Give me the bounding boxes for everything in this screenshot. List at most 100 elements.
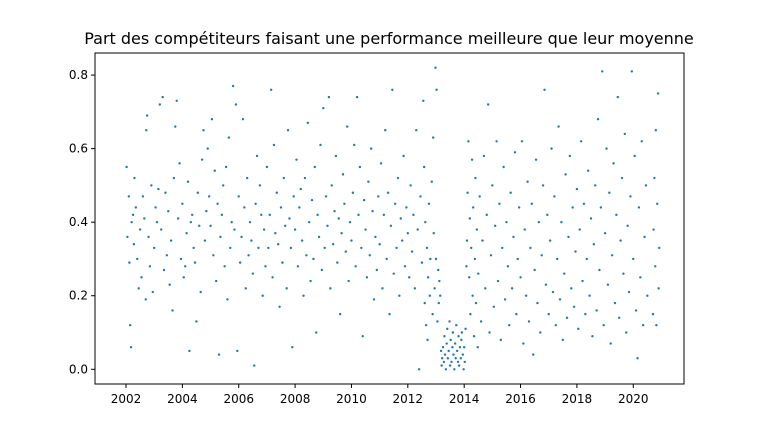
data-point xyxy=(316,213,319,217)
data-point xyxy=(395,246,398,250)
data-point xyxy=(471,294,474,297)
data-point xyxy=(578,228,581,231)
data-point xyxy=(454,357,457,360)
data-point xyxy=(141,195,145,198)
data-point xyxy=(295,158,298,161)
data-point xyxy=(206,147,209,150)
data-point xyxy=(440,364,443,367)
data-point xyxy=(167,209,170,213)
data-point xyxy=(470,158,474,161)
data-point xyxy=(378,243,381,246)
x-tick-label: 2002 xyxy=(111,392,142,406)
data-point xyxy=(657,287,660,290)
data-point xyxy=(313,165,317,169)
data-point xyxy=(186,180,190,183)
data-point xyxy=(347,279,350,283)
data-point xyxy=(320,268,324,272)
data-point xyxy=(323,246,326,250)
data-point xyxy=(258,184,262,187)
data-point xyxy=(602,323,605,327)
data-point xyxy=(222,184,225,187)
data-point xyxy=(629,195,632,198)
data-point xyxy=(346,125,349,128)
y-tick-label: 0.6 xyxy=(69,142,88,156)
data-point xyxy=(386,191,390,194)
data-point xyxy=(526,180,529,183)
x-tick-label: 2020 xyxy=(618,392,649,406)
data-point xyxy=(543,88,546,91)
data-point xyxy=(598,268,601,272)
data-point xyxy=(516,257,519,261)
data-point xyxy=(296,265,300,268)
data-point xyxy=(233,228,236,231)
data-point xyxy=(377,195,380,198)
data-point xyxy=(260,213,263,217)
data-point xyxy=(571,206,574,209)
data-point xyxy=(237,195,240,198)
data-point xyxy=(244,287,247,290)
data-point xyxy=(424,323,428,327)
data-point xyxy=(484,287,487,290)
data-point xyxy=(448,364,452,367)
data-point xyxy=(213,169,216,172)
data-point xyxy=(574,250,577,253)
data-point xyxy=(503,298,507,301)
data-point xyxy=(315,331,318,334)
data-point xyxy=(272,143,276,147)
data-point xyxy=(455,323,458,327)
data-point xyxy=(388,312,391,316)
data-point xyxy=(285,287,288,290)
data-point xyxy=(433,287,436,290)
data-point xyxy=(181,202,184,205)
data-point xyxy=(327,95,331,99)
data-point xyxy=(603,232,607,235)
data-point xyxy=(199,290,202,294)
data-point xyxy=(462,368,465,371)
data-point xyxy=(408,276,411,279)
data-point xyxy=(445,342,448,345)
data-point xyxy=(577,327,580,331)
chart-title: Part des compétiteurs faisant une perfor… xyxy=(84,29,694,48)
data-point xyxy=(164,191,167,194)
data-point xyxy=(465,239,469,242)
data-point xyxy=(441,357,444,360)
data-point xyxy=(582,202,586,205)
data-point xyxy=(229,246,232,250)
data-point xyxy=(169,239,173,242)
data-point xyxy=(202,129,205,132)
data-point xyxy=(174,125,177,128)
plot-frame xyxy=(94,52,685,385)
data-point xyxy=(279,206,283,209)
data-point xyxy=(616,95,619,99)
data-point xyxy=(245,176,249,180)
data-point xyxy=(596,118,600,121)
data-point xyxy=(438,279,441,283)
data-point xyxy=(130,220,133,224)
data-point xyxy=(145,129,148,132)
data-point xyxy=(415,129,418,132)
data-point xyxy=(640,140,643,143)
data-point xyxy=(340,232,343,235)
data-point xyxy=(464,327,467,331)
data-point xyxy=(563,272,566,275)
data-point xyxy=(176,217,180,220)
data-point xyxy=(134,206,138,209)
data-point xyxy=(223,265,226,268)
data-point xyxy=(626,224,629,228)
data-point xyxy=(510,287,514,290)
data-point xyxy=(306,121,309,125)
data-point xyxy=(354,265,357,268)
data-point xyxy=(609,342,612,345)
data-point xyxy=(620,176,624,180)
data-point xyxy=(247,254,250,257)
data-point xyxy=(612,162,615,165)
data-point xyxy=(148,265,152,268)
data-point xyxy=(375,268,379,272)
data-point xyxy=(520,140,524,143)
data-point xyxy=(426,338,429,342)
data-point xyxy=(227,136,231,139)
data-point xyxy=(513,151,517,154)
data-point xyxy=(250,239,253,242)
data-point xyxy=(437,301,441,305)
